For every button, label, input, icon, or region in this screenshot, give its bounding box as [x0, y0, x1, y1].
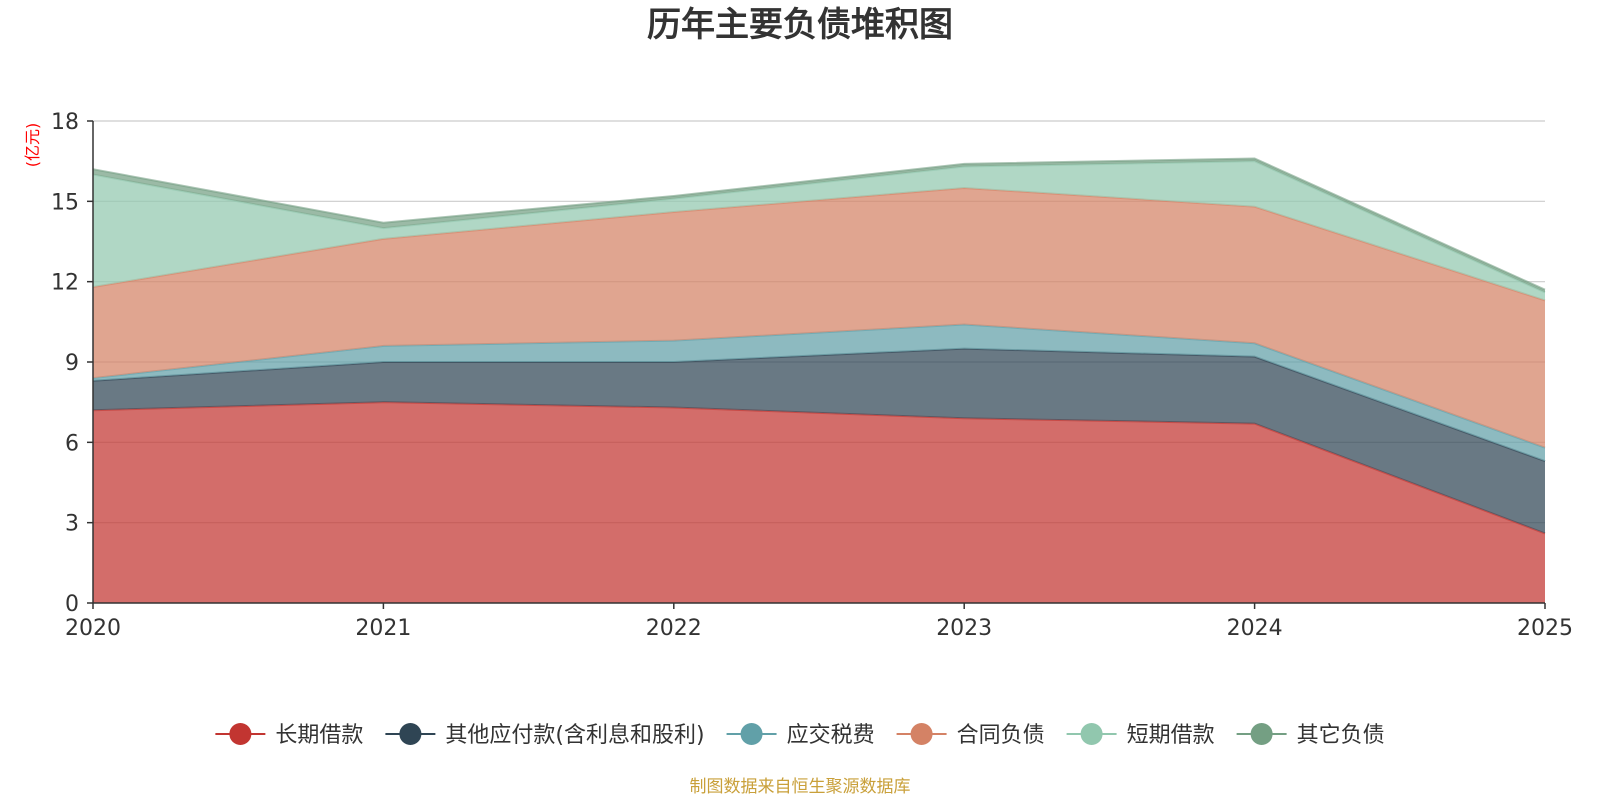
- area-series-2: [93, 348, 1545, 534]
- legend-label-1: 长期借款: [275, 723, 363, 748]
- legend-label-3: 应交税费: [787, 723, 875, 748]
- y-tick-label-6: 6: [65, 431, 79, 456]
- x-tick-label-2023: 2023: [936, 616, 992, 641]
- y-tick-label-12: 12: [51, 271, 79, 296]
- y-tick-label-9: 9: [65, 351, 79, 376]
- area-series-1: [93, 402, 1545, 603]
- area-series-3: [93, 324, 1545, 462]
- x-tick-label-2024: 2024: [1227, 616, 1283, 641]
- legend-marker-4: [910, 723, 933, 745]
- legend-item-2[interactable]: 其他应付款(含利息和股利): [385, 723, 705, 748]
- x-tick-label-2020: 2020: [65, 616, 121, 641]
- x-tick-labels: 2020 2021 2022 2023 2024 2025: [65, 603, 1573, 641]
- legend-label-2: 其他应付款(含利息和股利): [445, 723, 704, 748]
- legend-label-4: 合同负债: [957, 723, 1045, 748]
- area-series-4: [93, 187, 1545, 448]
- legend-label-5: 短期借款: [1127, 723, 1215, 748]
- x-tick-label-2025: 2025: [1517, 616, 1573, 641]
- data-source-note: 制图数据来自恒生聚源数据库: [690, 777, 911, 797]
- legend-label-6: 其它负债: [1297, 723, 1385, 748]
- y-tick-label-15: 15: [51, 190, 79, 215]
- legend-item-3[interactable]: 应交税费: [726, 723, 875, 748]
- chart-title: 历年主要负债堆积图: [647, 5, 953, 45]
- x-tick-label-2022: 2022: [646, 616, 702, 641]
- legend-marker-6: [1250, 723, 1273, 745]
- legend-item-5[interactable]: 短期借款: [1066, 723, 1215, 748]
- legend-marker-1: [229, 723, 252, 745]
- legend-marker-3: [740, 723, 763, 745]
- y-tick-label-18: 18: [51, 110, 79, 135]
- y-tick-label-0: 0: [65, 592, 79, 617]
- legend-item-1[interactable]: 长期借款: [215, 723, 363, 748]
- area-line-series-6: [92, 157, 1546, 291]
- area-series-5: [93, 161, 1545, 301]
- legend-item-4[interactable]: 合同负债: [896, 723, 1045, 748]
- legend-item-6[interactable]: 其它负债: [1236, 723, 1385, 748]
- area-series-group: [92, 157, 1546, 603]
- y-tick-label-3: 3: [65, 512, 79, 537]
- legend: 长期借款 其他应付款(含利息和股利) 应交税费 合同负债 短期借款 其它负债: [215, 723, 1385, 748]
- y-axis-unit-label: (亿元): [23, 123, 42, 168]
- area-series-6: [93, 158, 1545, 293]
- x-tick-label-2021: 2021: [355, 616, 411, 641]
- legend-marker-2: [399, 723, 422, 745]
- y-tick-labels: 0 3 6 9 12 15 18: [51, 110, 93, 617]
- legend-marker-5: [1080, 723, 1103, 745]
